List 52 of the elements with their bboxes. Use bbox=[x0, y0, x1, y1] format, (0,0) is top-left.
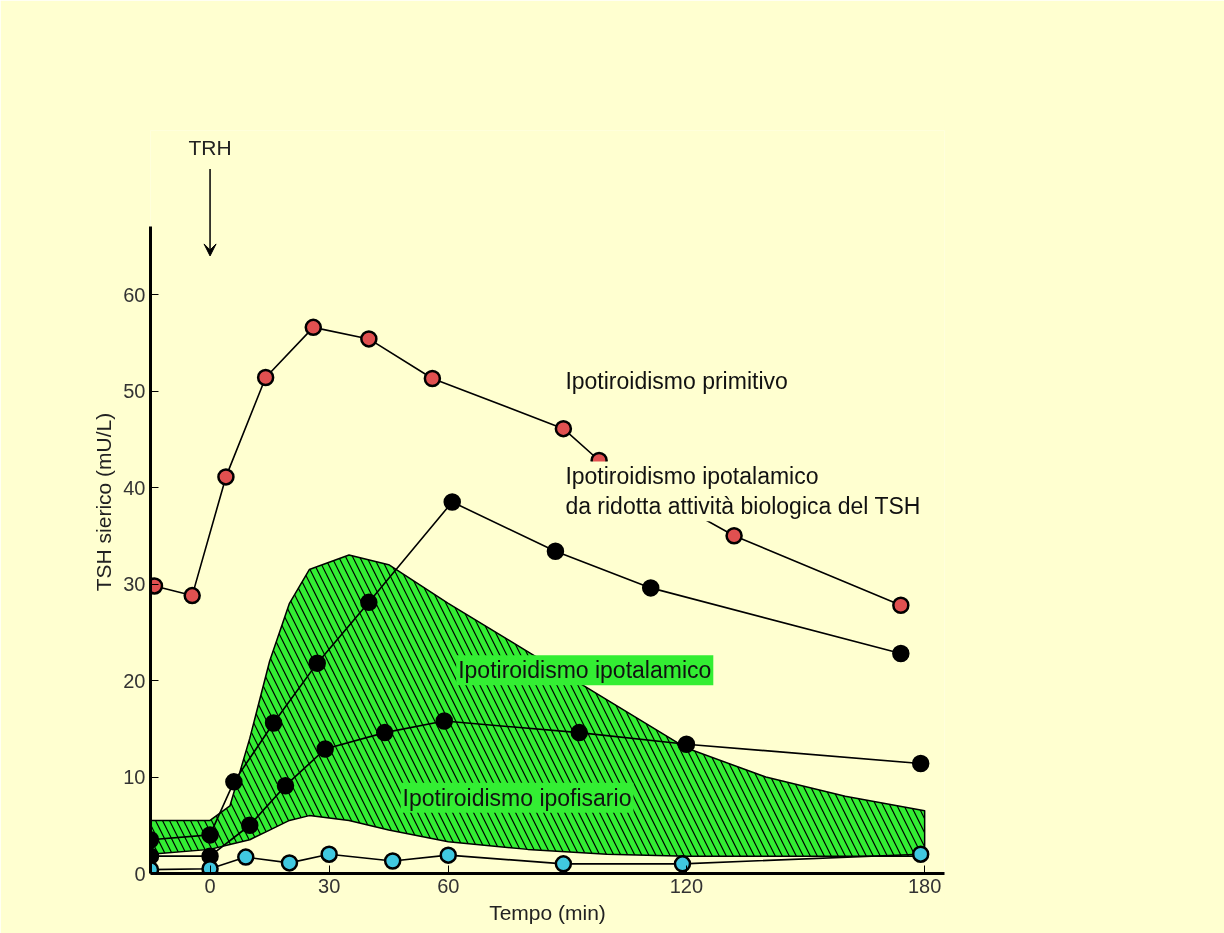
point bbox=[316, 740, 334, 758]
series-label: Ipotiroidismo ipotalamico da ridotta attività biologica del TSH bbox=[565, 463, 921, 520]
point bbox=[892, 596, 910, 614]
x-tick-label: 60 bbox=[437, 874, 460, 897]
point bbox=[892, 644, 910, 663]
point bbox=[911, 845, 930, 863]
y-tick-label: 30 bbox=[123, 573, 146, 596]
point bbox=[439, 846, 457, 864]
y-axis-title: TSH sierico (mU/L) bbox=[92, 412, 116, 592]
point bbox=[725, 527, 743, 545]
x-tick-label: 180 bbox=[907, 874, 942, 897]
y-tick-label: 20 bbox=[123, 669, 146, 692]
point bbox=[375, 723, 394, 742]
y-tick-label: 50 bbox=[123, 380, 146, 403]
point bbox=[225, 773, 243, 791]
point bbox=[911, 754, 930, 773]
point bbox=[423, 369, 442, 388]
y-tick-label: 60 bbox=[123, 283, 146, 306]
point bbox=[554, 419, 573, 438]
point bbox=[276, 776, 295, 795]
x-tick-label: 120 bbox=[669, 874, 704, 897]
point bbox=[443, 493, 461, 511]
y-tick-label: 40 bbox=[123, 476, 146, 499]
point bbox=[308, 654, 326, 672]
point bbox=[201, 826, 219, 844]
series-label: Ipotiroidismo primitivo bbox=[565, 367, 788, 394]
point bbox=[264, 714, 283, 732]
series-label: Ipotiroidismo ipotalamico bbox=[458, 657, 712, 684]
x-tick-label: 30 bbox=[318, 874, 341, 897]
point bbox=[673, 855, 692, 873]
point bbox=[183, 586, 201, 605]
point bbox=[435, 712, 454, 730]
point bbox=[677, 735, 696, 753]
point bbox=[570, 723, 589, 742]
x-tick-label: 0 bbox=[204, 874, 216, 897]
point bbox=[256, 368, 275, 387]
point bbox=[360, 330, 378, 348]
point bbox=[237, 848, 255, 866]
y-tick-label: 10 bbox=[123, 766, 146, 789]
point bbox=[554, 855, 573, 873]
point bbox=[241, 816, 259, 834]
point bbox=[304, 318, 323, 337]
point bbox=[383, 852, 402, 870]
annotation: TRH bbox=[188, 136, 232, 160]
point bbox=[641, 579, 660, 597]
point bbox=[217, 468, 235, 486]
point bbox=[546, 542, 565, 560]
x-axis-title: Tempo (min) bbox=[489, 900, 606, 924]
point bbox=[320, 845, 338, 863]
series-label: Ipotiroidismo ipofisario bbox=[402, 784, 632, 811]
point bbox=[360, 593, 378, 612]
point bbox=[280, 854, 299, 872]
